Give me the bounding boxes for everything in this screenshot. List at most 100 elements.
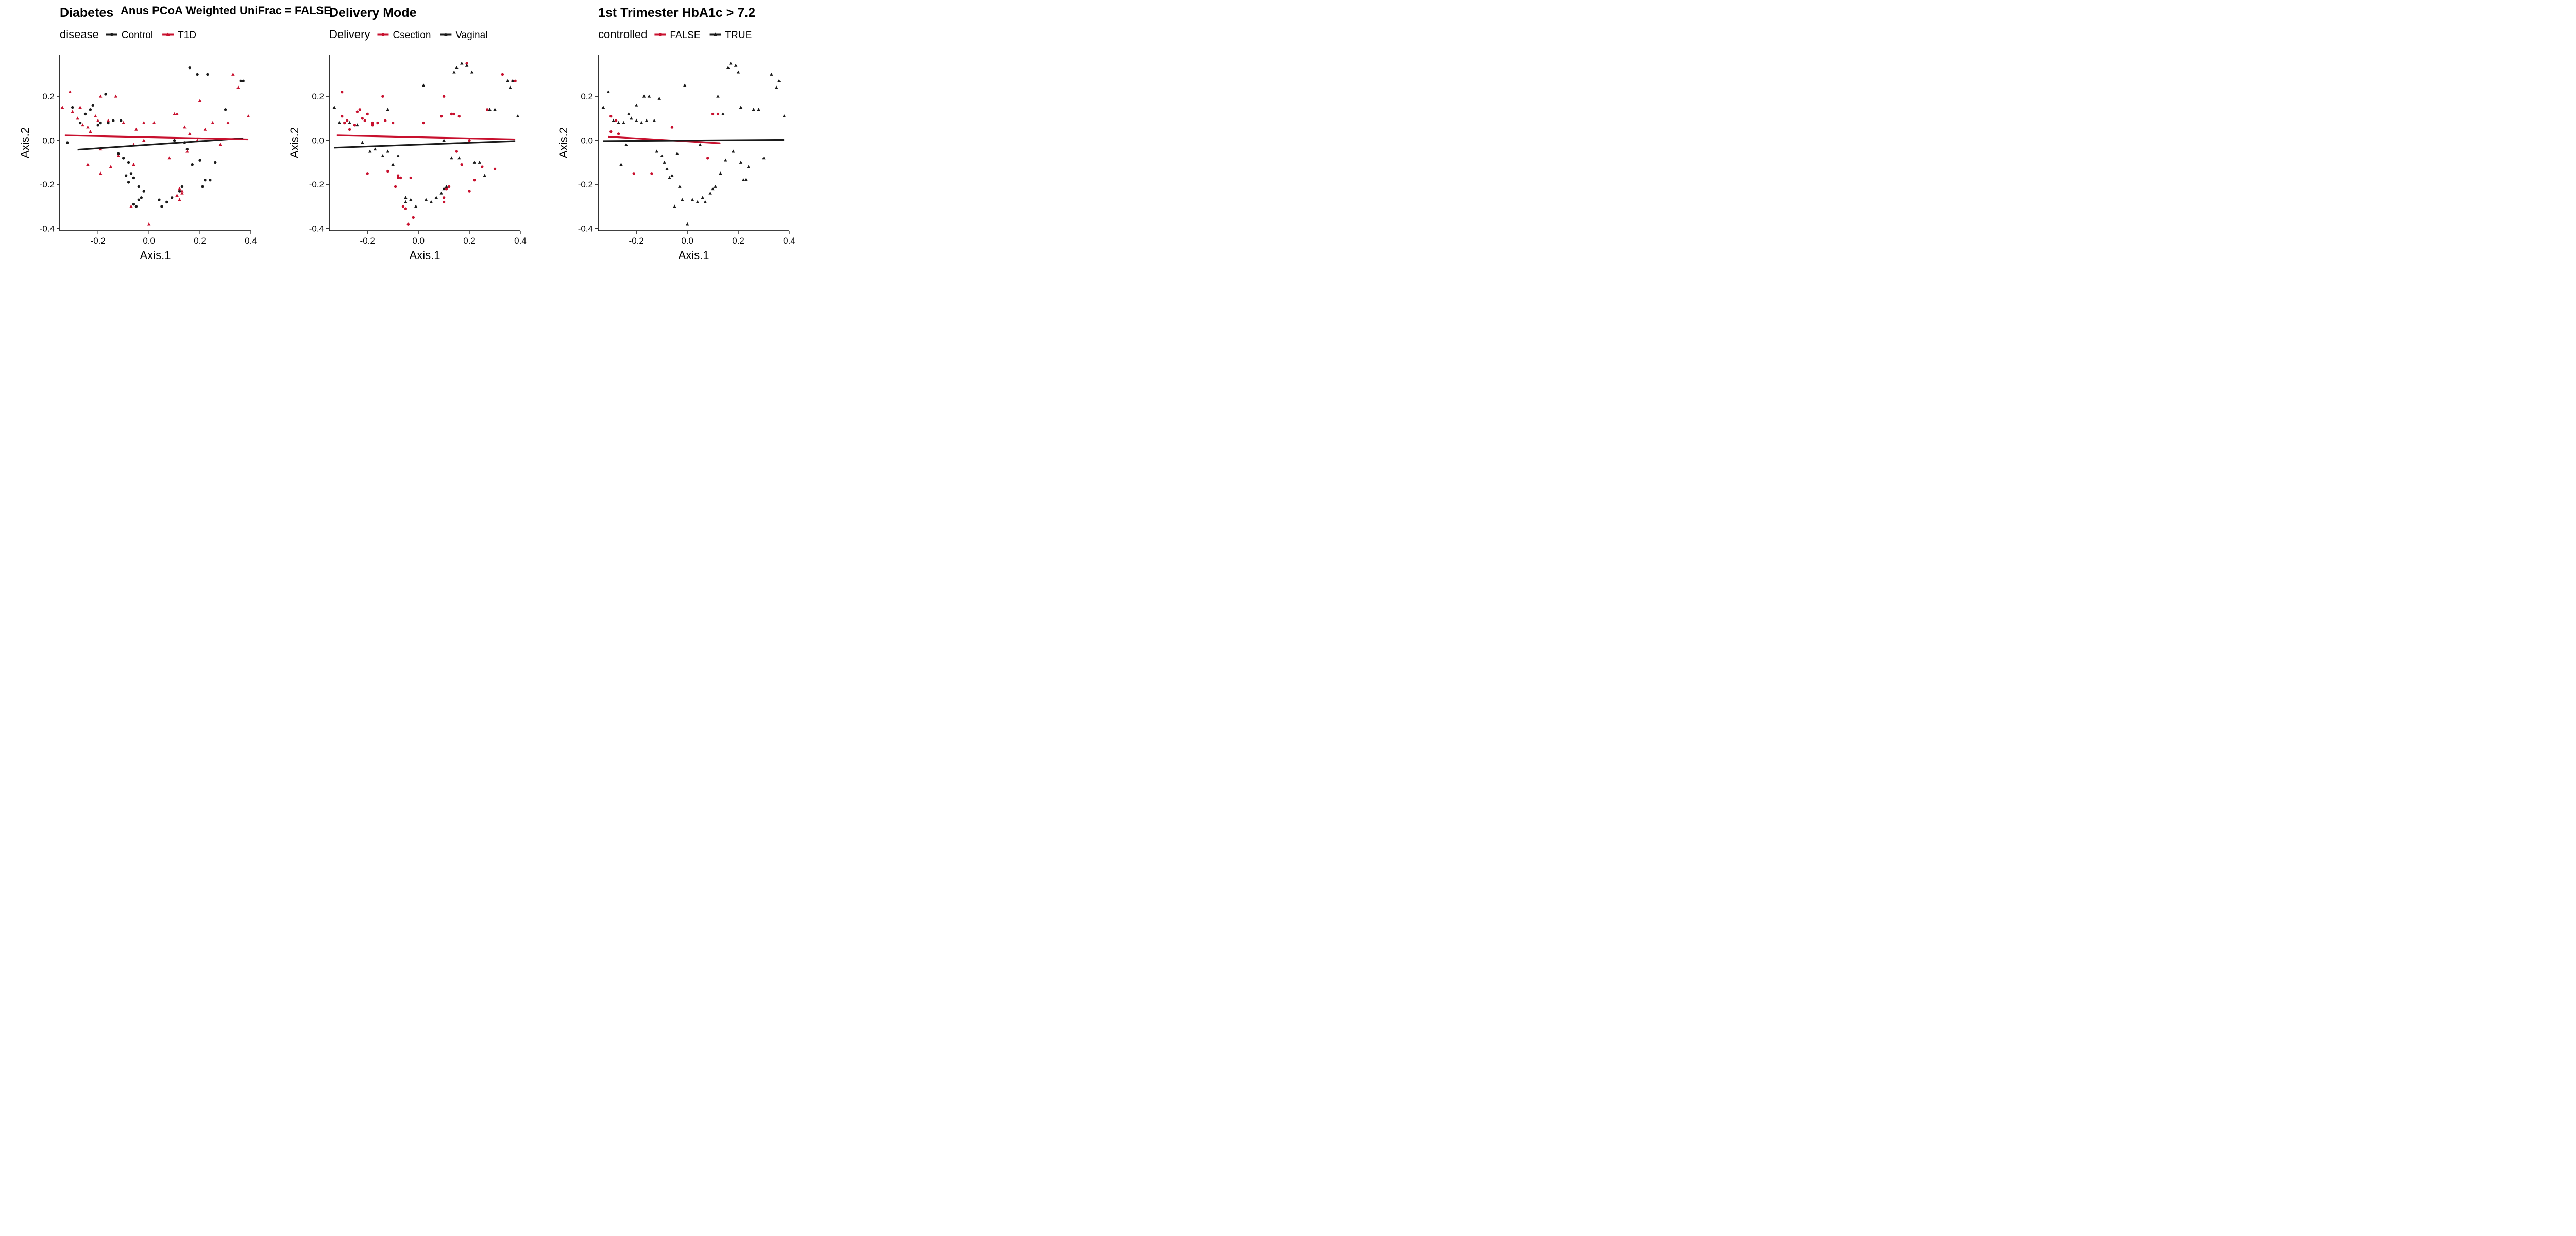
data-point <box>757 108 760 111</box>
legend-title: disease <box>60 28 99 41</box>
data-point <box>485 108 489 111</box>
data-point <box>434 196 438 199</box>
data-point <box>741 178 745 182</box>
x-tick-label: 0.0 <box>681 236 693 246</box>
data-point <box>376 121 379 125</box>
data-point <box>726 66 730 69</box>
data-point <box>612 118 615 122</box>
panel-3: 1st Trimester HbA1c > 7.2 controlled FALSE… <box>557 6 795 262</box>
data-point <box>363 119 366 122</box>
y-tick-label: 0.0 <box>312 136 324 146</box>
y-tick-label: -0.4 <box>309 224 324 234</box>
data-point <box>368 149 372 153</box>
legend: controlled FALSE TRUE <box>598 28 752 41</box>
data-point <box>396 174 400 177</box>
data-point <box>122 121 125 124</box>
data-point <box>343 121 346 125</box>
data-point <box>670 174 674 177</box>
data-point <box>663 160 666 164</box>
data-point <box>424 198 428 201</box>
data-point <box>506 79 510 82</box>
data-point <box>642 94 646 98</box>
data-point <box>762 156 766 160</box>
data-point <box>129 204 133 208</box>
data-point <box>384 119 387 122</box>
data-point <box>120 119 123 122</box>
data-point <box>142 121 146 124</box>
data-point <box>188 66 191 70</box>
trendline-csection <box>336 134 516 141</box>
data-point <box>412 216 415 219</box>
data-point <box>218 143 222 146</box>
data-point <box>183 125 187 129</box>
data-point <box>175 194 179 197</box>
data-point <box>488 108 492 111</box>
data-point <box>175 112 179 115</box>
data-point <box>747 165 751 168</box>
data-point <box>624 143 628 146</box>
data-point <box>734 63 738 67</box>
data-point <box>104 93 107 96</box>
data-point <box>468 190 471 193</box>
data-point <box>332 106 336 109</box>
data-point <box>406 222 410 226</box>
data-point <box>404 196 408 199</box>
data-point <box>701 196 705 199</box>
data-point <box>455 150 459 153</box>
data-point <box>719 171 722 175</box>
data-point <box>358 108 362 111</box>
legend-entry: T1D <box>178 30 196 41</box>
data-point <box>214 161 217 164</box>
data-point <box>452 70 456 74</box>
legend-key-marker <box>381 33 385 36</box>
data-point <box>668 176 671 179</box>
data-point <box>429 200 433 203</box>
data-point <box>678 184 682 188</box>
data-point <box>198 159 201 162</box>
data-point <box>711 112 715 116</box>
data-point <box>452 112 456 116</box>
data-point <box>442 95 446 98</box>
data-point <box>178 198 181 201</box>
data-point <box>396 154 400 157</box>
data-point <box>708 191 712 195</box>
data-point <box>645 118 649 122</box>
data-point <box>739 160 743 164</box>
data-point <box>396 176 400 180</box>
data-point <box>696 200 700 203</box>
data-point <box>460 163 463 166</box>
data-point <box>442 200 446 204</box>
data-point <box>439 115 443 118</box>
y-tick-label: 0.2 <box>42 92 55 101</box>
x-tick-label: -0.2 <box>91 236 106 246</box>
legend-key-marker <box>714 32 717 36</box>
series-false <box>609 112 720 175</box>
data-point <box>341 115 344 118</box>
pcoa-figure: Diabetes disease Control T1D -0.2 0.0 0.2 0.4 -0… <box>19 4 795 262</box>
legend-key-marker <box>658 33 662 36</box>
data-point <box>196 73 199 76</box>
data-point <box>127 181 130 184</box>
data-point <box>609 115 613 118</box>
data-point <box>91 104 95 107</box>
data-point <box>158 198 161 201</box>
data-point <box>366 112 369 116</box>
data-point <box>99 121 102 125</box>
x-tick-label: -0.2 <box>629 236 644 246</box>
trendline-t1d <box>64 134 249 141</box>
legend-key-marker <box>110 33 113 36</box>
y-tick-label: -0.2 <box>309 180 324 190</box>
data-point <box>465 63 469 67</box>
data-point <box>409 176 412 180</box>
data-point <box>439 191 443 195</box>
data-point <box>116 154 121 157</box>
y-axis-label: Axis.2 <box>19 127 31 158</box>
data-point <box>777 79 781 82</box>
data-point <box>617 132 620 135</box>
data-point <box>355 123 359 127</box>
data-point <box>706 157 709 160</box>
legend: Delivery Csection Vaginal <box>329 28 487 41</box>
data-point <box>152 121 156 124</box>
legend-entry: Csection <box>393 30 431 41</box>
data-point <box>236 85 240 89</box>
